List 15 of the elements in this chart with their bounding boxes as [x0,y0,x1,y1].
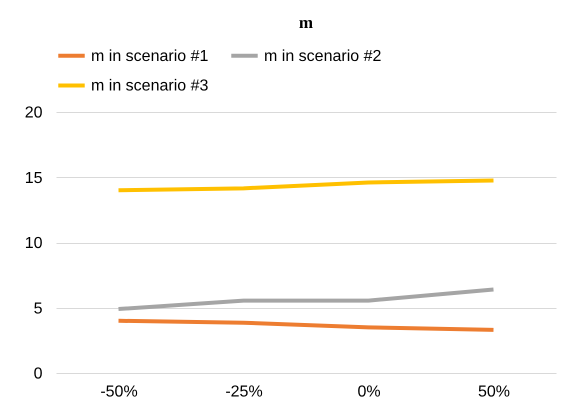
y-tick-label: 0 [34,366,43,382]
x-tick-label: 50% [478,384,510,400]
x-tick-label: -25% [225,384,263,400]
chart-title: m [298,13,314,32]
x-tick-label: -50% [100,384,138,400]
y-tick-label: 10 [24,235,43,252]
line-series [116,318,496,332]
x-tick-label: 0% [357,384,381,400]
legend-label: m in scenario #2 [264,48,382,65]
legend-label: m in scenario #1 [91,48,208,65]
y-tick-label: 15 [24,170,43,187]
y-tick-label: 20 [24,104,43,122]
line-series [116,178,496,192]
legend-label: m in scenario #3 [91,78,208,94]
y-tick-label: 5 [34,300,43,318]
